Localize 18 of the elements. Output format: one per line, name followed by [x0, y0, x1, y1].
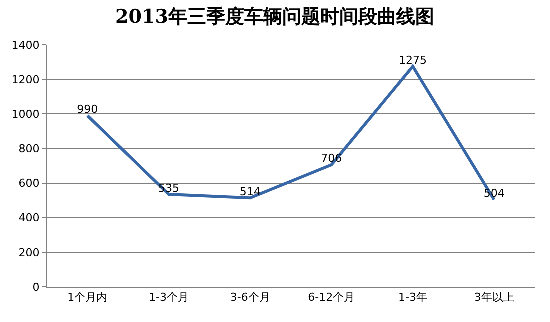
x-tick-label: 6-12个月 [308, 291, 356, 304]
x-tick-label: 3年以上 [474, 291, 514, 304]
y-tick-label: 1400 [12, 38, 40, 52]
y-tick-label: 200 [18, 246, 40, 260]
data-label: 514 [240, 185, 261, 198]
y-tick-label: 0 [32, 280, 40, 294]
y-tick-label: 400 [18, 212, 40, 225]
x-tick-label: 1个月内 [68, 291, 108, 304]
y-tick-label: 600 [18, 177, 40, 190]
data-label: 990 [77, 103, 98, 116]
y-tick-label: 1000 [12, 108, 40, 121]
x-tick-label: 3-6个月 [230, 291, 270, 304]
x-tick-label: 1-3年 [398, 291, 428, 304]
x-tick-label: 1-3个月 [149, 291, 189, 304]
y-tick-label: 1200 [12, 73, 40, 86]
data-label: 1275 [399, 54, 427, 67]
chart-title: 2013年三季度车辆问题时间段曲线图 [116, 6, 434, 28]
y-tick-label: 800 [18, 142, 40, 156]
